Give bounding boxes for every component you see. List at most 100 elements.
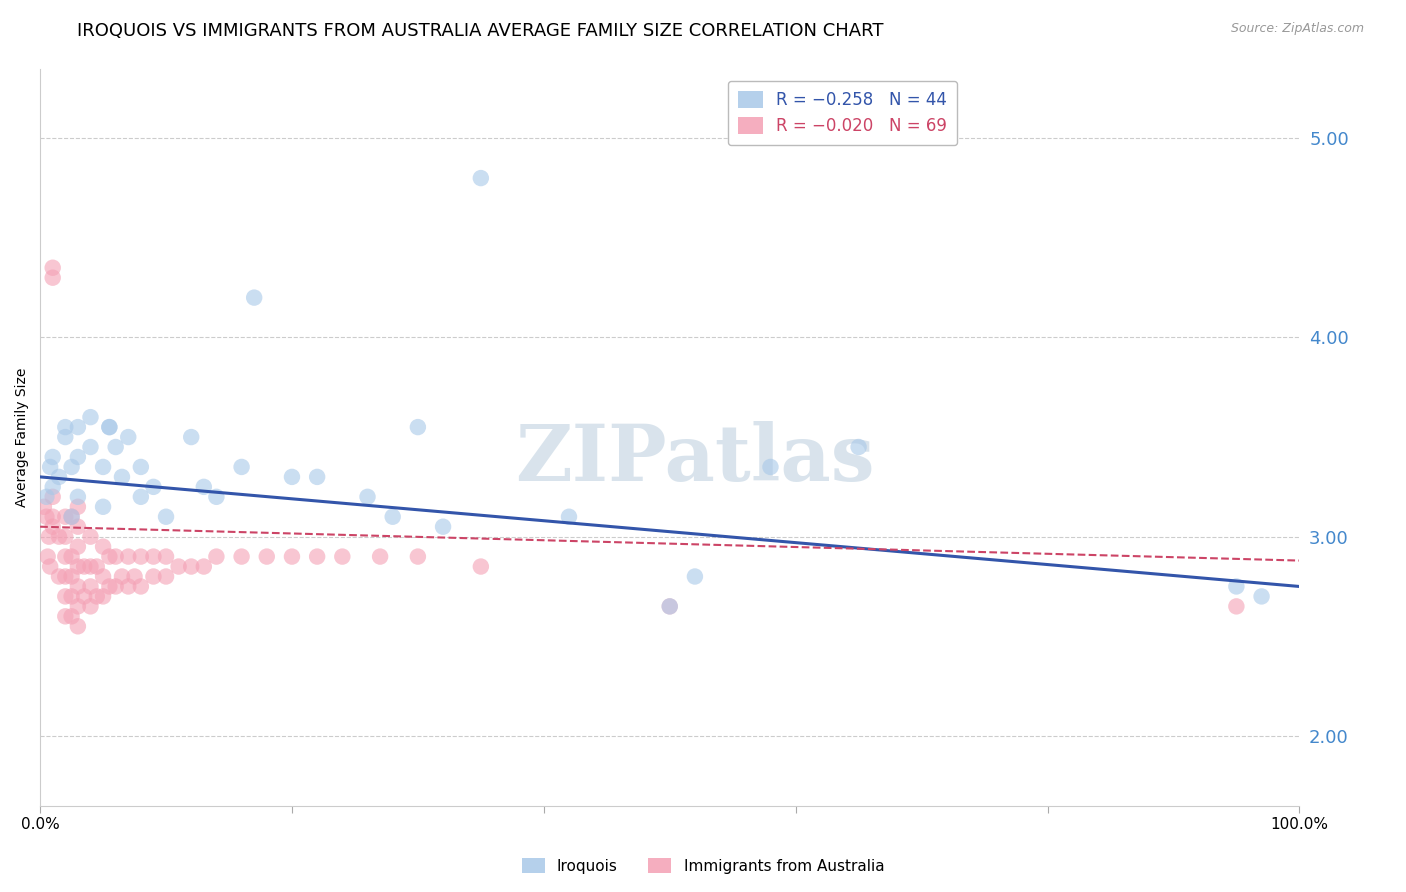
Point	[53, 549, 76, 564]
Point	[91, 590, 114, 604]
Point	[470, 171, 492, 186]
Y-axis label: Average Family Size: Average Family Size	[15, 368, 30, 507]
Point	[470, 559, 492, 574]
Point	[66, 559, 89, 574]
Point	[53, 590, 76, 604]
Point	[98, 420, 121, 434]
Point	[117, 430, 139, 444]
Point	[86, 559, 108, 574]
Point	[330, 549, 353, 564]
Point	[104, 549, 127, 564]
Point	[142, 549, 165, 564]
Point	[66, 420, 89, 434]
Point	[48, 569, 70, 583]
Point	[66, 490, 89, 504]
Point	[60, 609, 83, 624]
Point	[231, 459, 253, 474]
Point	[41, 490, 63, 504]
Point	[180, 559, 202, 574]
Point	[658, 599, 681, 614]
Point	[60, 549, 83, 564]
Point	[1225, 599, 1247, 614]
Point	[60, 509, 83, 524]
Point	[98, 549, 121, 564]
Point	[98, 420, 121, 434]
Point	[48, 530, 70, 544]
Point	[381, 509, 404, 524]
Point	[307, 470, 329, 484]
Point	[91, 459, 114, 474]
Point	[79, 579, 101, 593]
Point	[231, 549, 253, 564]
Point	[41, 450, 63, 464]
Point	[38, 530, 60, 544]
Point	[558, 509, 581, 524]
Point	[432, 519, 454, 533]
Point	[129, 549, 152, 564]
Point	[1250, 590, 1272, 604]
Point	[79, 599, 101, 614]
Point	[35, 509, 58, 524]
Point	[79, 440, 101, 454]
Point	[41, 509, 63, 524]
Point	[193, 480, 215, 494]
Point	[104, 579, 127, 593]
Point	[848, 440, 870, 454]
Point	[368, 549, 391, 564]
Point	[39, 559, 62, 574]
Legend: R = −0.258   N = 44, R = −0.020   N = 69: R = −0.258 N = 44, R = −0.020 N = 69	[728, 80, 957, 145]
Point	[111, 569, 134, 583]
Point	[53, 509, 76, 524]
Point	[281, 470, 304, 484]
Point	[73, 590, 96, 604]
Point	[155, 549, 177, 564]
Point	[66, 619, 89, 633]
Point	[60, 569, 83, 583]
Point	[129, 459, 152, 474]
Point	[256, 549, 278, 564]
Point	[41, 270, 63, 285]
Point	[167, 559, 190, 574]
Point	[98, 579, 121, 593]
Point	[41, 480, 63, 494]
Point	[111, 470, 134, 484]
Point	[79, 530, 101, 544]
Point	[53, 530, 76, 544]
Point	[37, 549, 59, 564]
Point	[142, 480, 165, 494]
Point	[117, 579, 139, 593]
Point	[32, 500, 55, 514]
Point	[53, 420, 76, 434]
Text: ZIPatlas: ZIPatlas	[515, 421, 875, 497]
Point	[193, 559, 215, 574]
Point	[155, 509, 177, 524]
Point	[66, 540, 89, 554]
Point	[129, 490, 152, 504]
Point	[205, 490, 228, 504]
Point	[91, 569, 114, 583]
Point	[79, 559, 101, 574]
Point	[1225, 579, 1247, 593]
Point	[66, 579, 89, 593]
Point	[406, 420, 429, 434]
Point	[91, 540, 114, 554]
Point	[180, 430, 202, 444]
Point	[60, 509, 83, 524]
Point	[356, 490, 378, 504]
Text: IROQUOIS VS IMMIGRANTS FROM AUSTRALIA AVERAGE FAMILY SIZE CORRELATION CHART: IROQUOIS VS IMMIGRANTS FROM AUSTRALIA AV…	[77, 22, 884, 40]
Point	[658, 599, 681, 614]
Point	[53, 569, 76, 583]
Legend: Iroquois, Immigrants from Australia: Iroquois, Immigrants from Australia	[516, 852, 890, 880]
Point	[41, 260, 63, 275]
Point	[66, 519, 89, 533]
Point	[243, 291, 266, 305]
Point	[86, 590, 108, 604]
Point	[406, 549, 429, 564]
Point	[124, 569, 146, 583]
Point	[48, 470, 70, 484]
Point	[91, 500, 114, 514]
Point	[60, 459, 83, 474]
Point	[281, 549, 304, 564]
Point	[205, 549, 228, 564]
Point	[66, 500, 89, 514]
